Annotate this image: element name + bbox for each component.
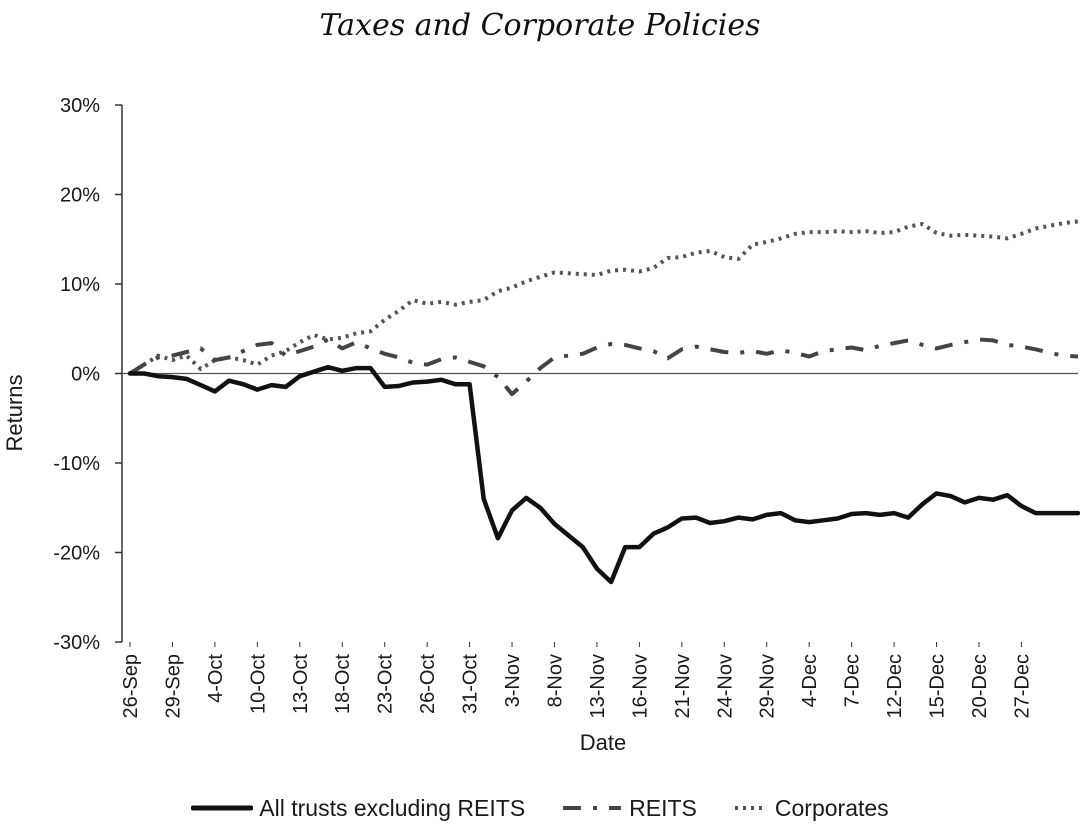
x-tick-label: 27-Dec [1011,654,1033,718]
line-chart: 26-Sep 29-Sep 4-Oct 10-Oct 13-Oct 18-Oct 23-Oc… [2,95,1080,755]
y-tick-label: 10% [60,274,100,296]
x-tick-label: 13-Oct [290,654,312,714]
x-tick-label: 4-Dec [799,654,821,707]
x-tick-label: 3-Nov [502,654,524,707]
x-tick-label: 10-Oct [247,654,269,714]
x-tick-label: 29-Nov [757,654,779,718]
legend-swatch-solid [191,805,254,811]
legend-swatch-dash-dot [563,806,622,810]
x-tick-label: 16-Nov [629,654,651,718]
legend-label-corporates: Corporates [774,794,889,821]
x-tick-label: 29-Sep [162,654,184,719]
x-tick-label: 13-Nov [587,654,609,718]
x-tick-label: 20-Dec [969,654,991,718]
legend-label-all-trusts: All trusts excluding REITS [259,794,526,821]
legend-item-corporates: Corporates [733,795,889,822]
series-line-corporates [128,219,1079,376]
y-tick-label: 0% [71,364,100,386]
y-axis-title: Returns [2,374,27,451]
x-tick-label: 21-Nov [672,654,694,718]
x-tick-label: 26-Oct [417,654,439,714]
y-tick-labels: 30% 20% 10% 0% -10% -20% -30% [53,95,100,654]
x-tick-label: 15-Dec [927,654,949,718]
axes [115,104,1078,647]
series-lines [127,219,1080,585]
y-tick-label: 20% [60,185,100,207]
legend: All trusts excluding REITS REITS Corpora… [0,790,1080,826]
x-tick-label: 4-Oct [205,654,227,703]
legend-item-reits: REITS [561,795,697,822]
x-tick-label: 18-Oct [332,654,354,714]
legend-swatch-dotted [734,806,767,810]
x-tick-label: 23-Oct [375,654,397,714]
x-axis-title: Date [580,730,626,755]
x-tick-label: 7-Dec [842,654,864,707]
y-tick-label: 30% [60,95,100,117]
page-header-title: Taxes and Corporate Policies [319,8,761,43]
x-tick-labels: 26-Sep 29-Sep 4-Oct 10-Oct 13-Oct 18-Oct 23-Oc… [120,654,1033,719]
x-tick-label: 12-Dec [884,654,906,718]
y-tick-label: -10% [53,453,100,475]
series-line-all-trusts-excluding-reits [127,364,1080,585]
y-tick-label: -20% [53,543,100,565]
x-tick-label: 24-Nov [714,654,736,718]
x-tick-label: 31-Oct [460,654,482,714]
legend-label-reits: REITS [629,794,697,821]
x-tick-label: 8-Nov [544,654,566,707]
legend-item-all-trusts: All trusts excluding REITS [191,795,525,822]
x-tick-label: 26-Sep [120,654,142,719]
y-tick-label: -30% [53,632,100,654]
series-line-reits [128,337,1079,397]
